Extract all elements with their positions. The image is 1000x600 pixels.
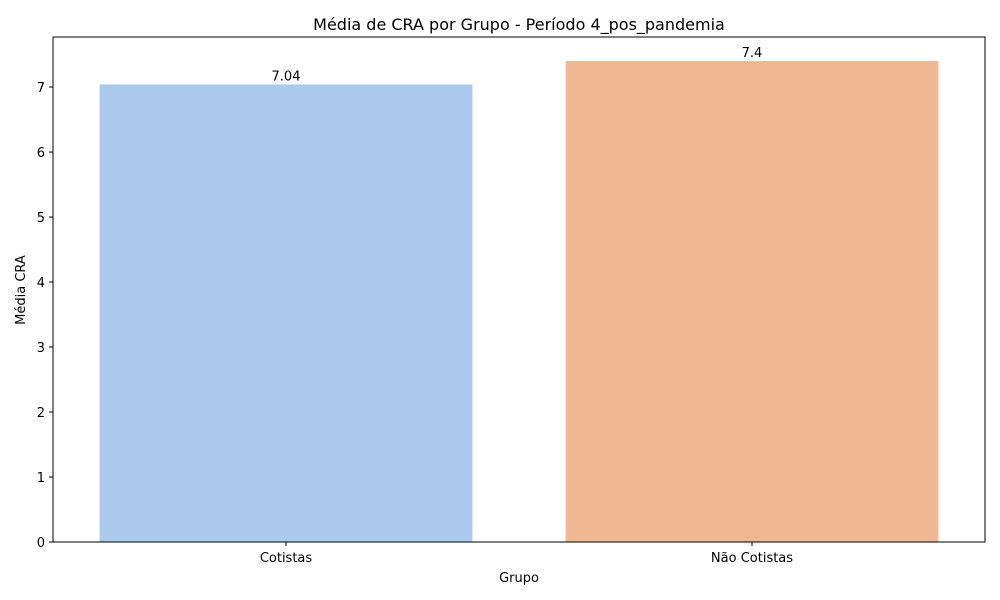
y-tick-label: 7 — [37, 81, 45, 96]
y-tick-label: 5 — [37, 211, 45, 226]
y-tick-label: 0 — [37, 536, 45, 551]
bar — [565, 61, 939, 543]
axes-frame — [52, 36, 986, 543]
y-tick-label: 6 — [37, 146, 45, 161]
x-tick-label: Cotistas — [260, 551, 313, 566]
y-tick-label: 2 — [37, 406, 45, 421]
y-tick-label: 1 — [37, 471, 45, 486]
y-tick-label: 4 — [37, 276, 45, 291]
y-tick-label: 3 — [37, 341, 45, 356]
bar-value-label: 7.04 — [272, 69, 301, 84]
plot-area: 7.04 Cotistas 7.4 Não Cotistas 0 1 2 3 4 5 6 7 — [37, 36, 986, 566]
x-axis-label: Grupo — [499, 571, 539, 586]
bar — [99, 84, 473, 542]
chart-title: Média de CRA por Grupo - Período 4_pos_p… — [313, 15, 725, 35]
x-tick-label: Não Cotistas — [711, 551, 793, 566]
bar-value-label: 7.4 — [742, 46, 763, 61]
y-axis-label: Média CRA — [14, 255, 29, 325]
